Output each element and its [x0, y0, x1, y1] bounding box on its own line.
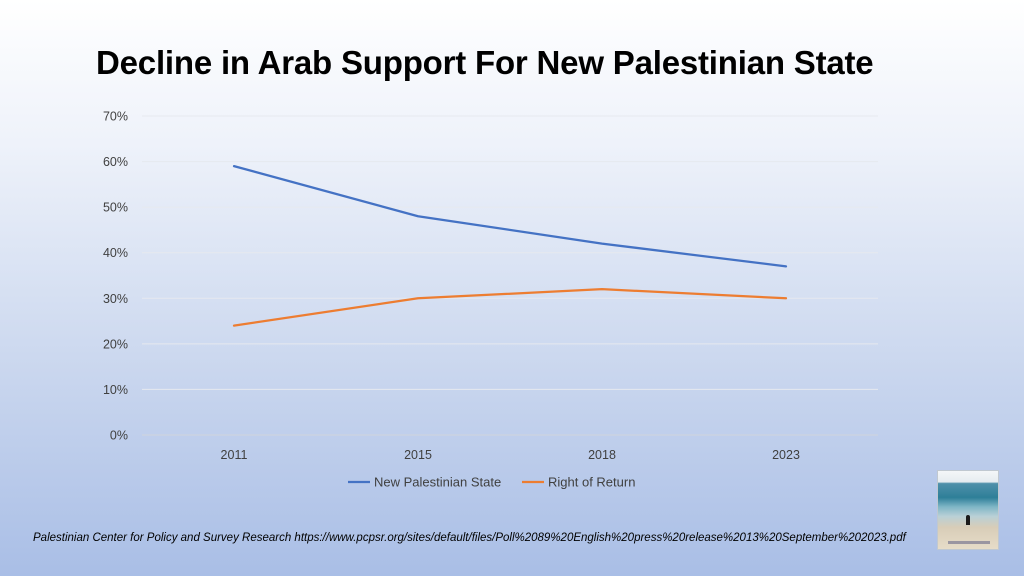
y-tick-label: 30%: [103, 292, 128, 306]
y-tick-label: 10%: [103, 383, 128, 397]
y-axis-tick-labels: 0% 10% 20% 30% 40% 50% 60% 70%: [103, 110, 128, 443]
legend-label: New Palestinian State: [374, 475, 501, 490]
y-tick-label: 50%: [103, 201, 128, 215]
photo-caption-bar: [948, 541, 990, 544]
x-tick-label: 2011: [221, 448, 248, 462]
grid-lines: [142, 115, 878, 436]
series-lines: [232, 165, 788, 327]
y-tick-label: 0%: [110, 429, 128, 443]
legend-label: Right of Return: [548, 475, 635, 490]
y-tick-label: 20%: [103, 337, 128, 351]
x-axis-tick-labels: 2011 2015 2018 2023: [221, 448, 800, 462]
y-tick-label: 60%: [103, 155, 128, 169]
legend: New Palestinian State Right of Return: [348, 475, 635, 490]
x-tick-label: 2023: [772, 448, 800, 462]
person-silhouette: [966, 515, 970, 525]
x-tick-label: 2018: [588, 448, 616, 462]
x-tick-label: 2015: [404, 448, 432, 462]
series-line-right-of-return: [232, 288, 788, 327]
series-line-new-palestinian-state: [232, 165, 788, 268]
y-tick-label: 70%: [103, 110, 128, 124]
slide-title: Decline in Arab Support For New Palestin…: [96, 44, 874, 81]
beach-photo-icon: [937, 470, 999, 550]
source-citation: Palestinian Center for Policy and Survey…: [33, 532, 906, 544]
y-tick-label: 40%: [103, 246, 128, 260]
